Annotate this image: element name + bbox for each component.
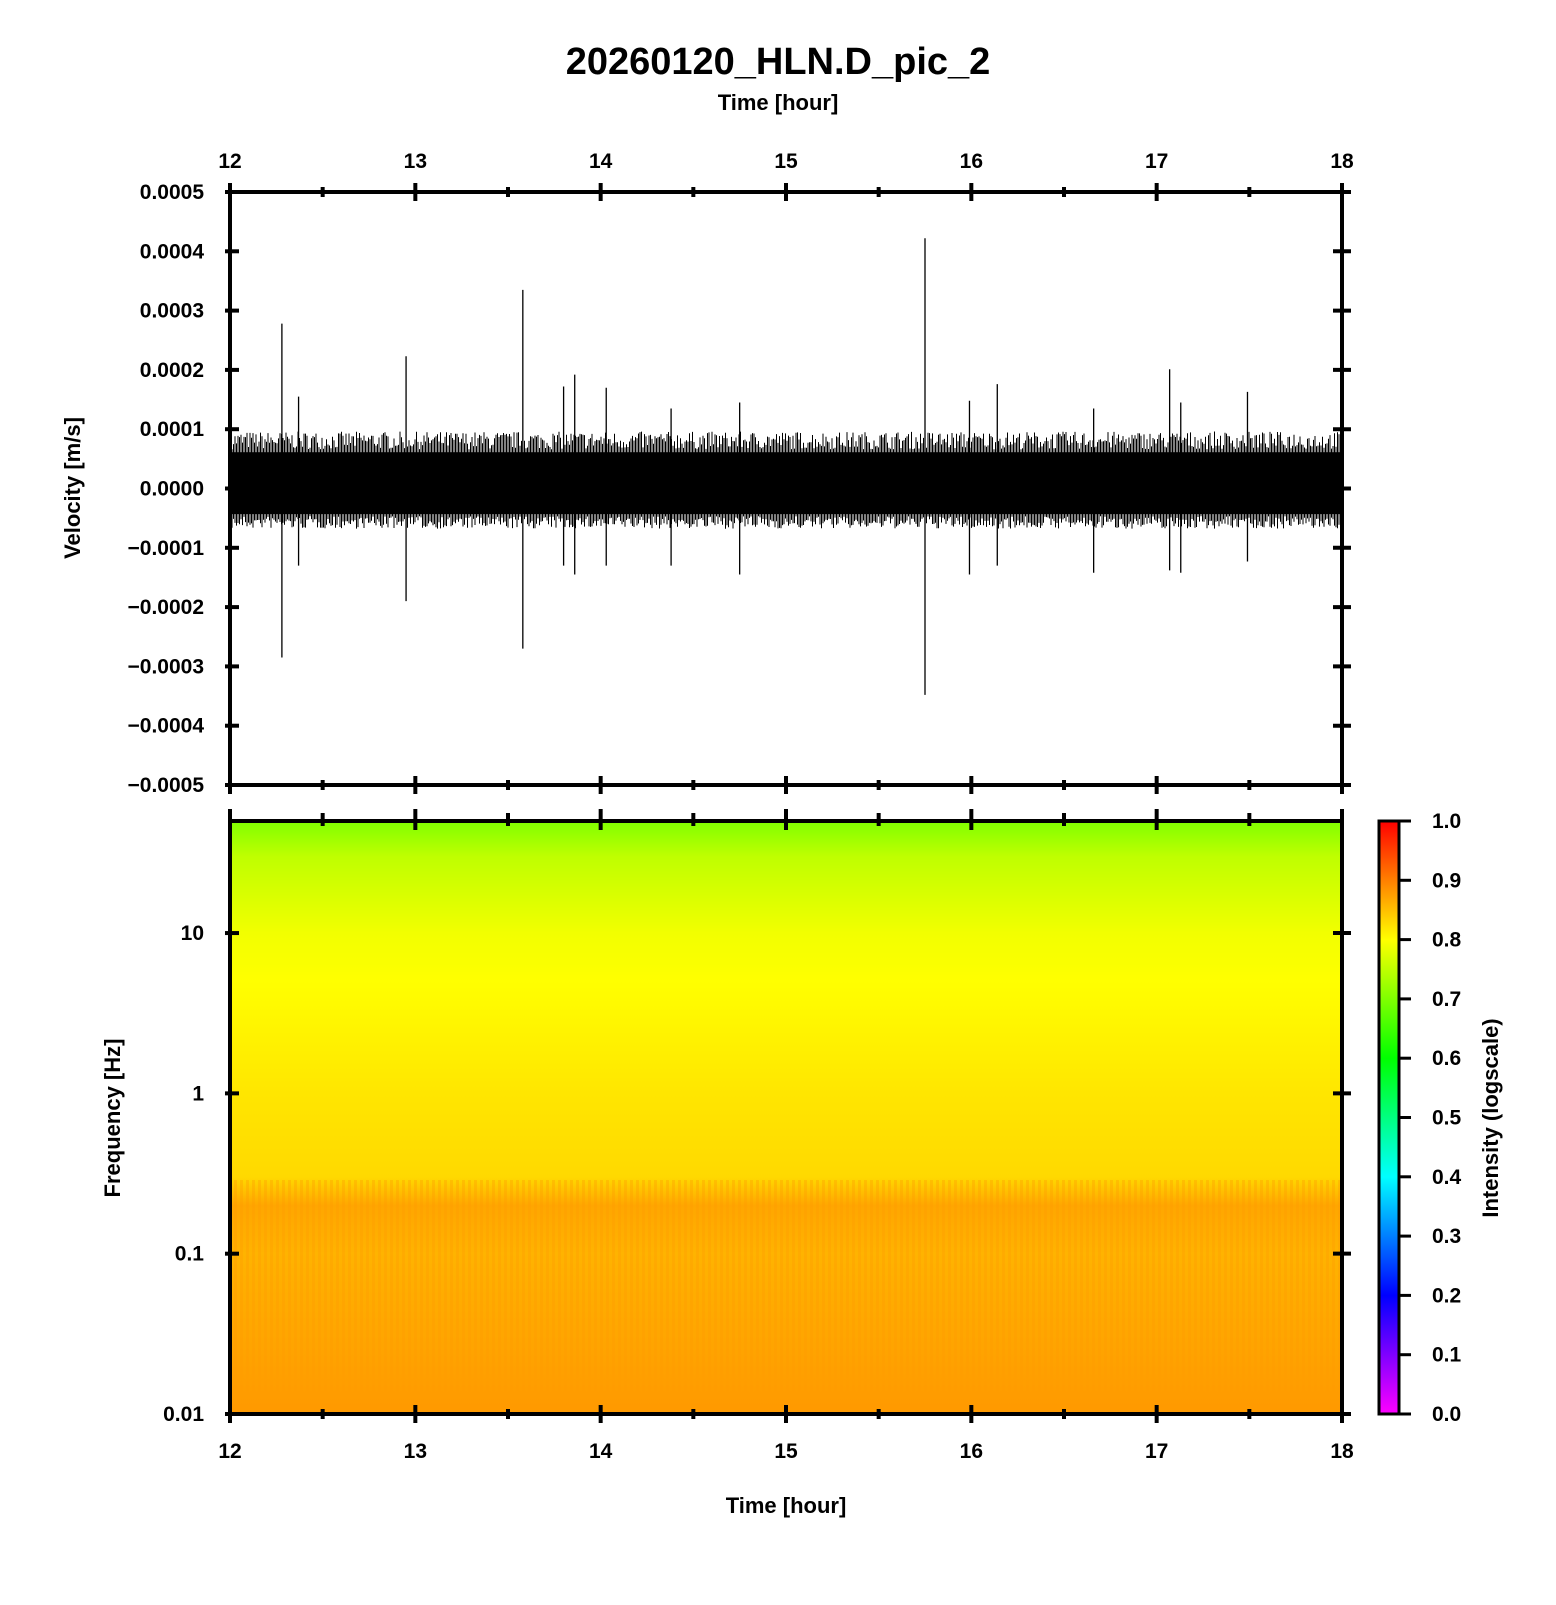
top-x-tick-label: 16 xyxy=(960,150,983,173)
waveform-y-tick-label: −0.0005 xyxy=(128,774,205,797)
top-x-axis-label: Time [hour] xyxy=(718,90,839,115)
waveform-panel: 12 13 14 15 16 17 18 0.0005 0.0004 0.0003 0.0002 0.… xyxy=(60,150,1354,797)
waveform-y-tick-label: 0.0003 xyxy=(140,300,204,323)
spectrogram-texture xyxy=(230,1180,1342,1414)
bottom-x-tick-label: 15 xyxy=(774,1440,798,1463)
colorbar-tick-label: 1.0 xyxy=(1432,810,1461,833)
top-x-tick-label: 14 xyxy=(589,150,613,173)
waveform-y-tick-label: −0.0002 xyxy=(128,596,205,619)
top-x-tick-label: 17 xyxy=(1145,150,1168,173)
waveform-ticks: 12 13 14 15 16 17 18 0.0005 0.0004 0.0003 0.0002 0.… xyxy=(128,150,1354,797)
noise-band-fringe xyxy=(231,431,1340,529)
colorbar-tick-label: 0.3 xyxy=(1432,1225,1461,1248)
top-x-tick-label: 18 xyxy=(1330,150,1354,173)
colorbar-label: Intensity (logscale) xyxy=(1478,1018,1503,1217)
colorbar-tick-label: 0.7 xyxy=(1432,988,1461,1011)
waveform-y-tick-label: −0.0003 xyxy=(128,655,205,678)
waveform-y-tick-label: 0.0004 xyxy=(140,240,205,263)
top-x-tick-label: 12 xyxy=(218,150,241,173)
colorbar-tick-label: 0.6 xyxy=(1432,1047,1461,1070)
colorbar-tick-label: 0.2 xyxy=(1432,1284,1461,1307)
waveform-y-tick-label: 0.0002 xyxy=(140,359,204,382)
bottom-x-axis-label: Time [hour] xyxy=(726,1493,847,1518)
waveform-trace xyxy=(231,238,1340,695)
spectrogram-y-tick-label: 0.01 xyxy=(163,1403,204,1426)
spectrogram-y-axis-label: Frequency [Hz] xyxy=(100,1039,125,1198)
bottom-x-tick-label: 18 xyxy=(1330,1440,1354,1463)
figure-title: 20260120_HLN.D_pic_2 xyxy=(566,41,991,83)
waveform-y-axis-label: Velocity [m/s] xyxy=(60,417,85,559)
waveform-y-tick-label: −0.0004 xyxy=(128,715,205,738)
top-x-tick-label: 15 xyxy=(774,150,798,173)
spectrogram-y-tick-label: 0.1 xyxy=(175,1243,205,1266)
waveform-y-tick-label: 0.0000 xyxy=(140,478,204,501)
bottom-x-tick-label: 13 xyxy=(404,1440,427,1463)
bottom-x-tick-label: 14 xyxy=(589,1440,613,1463)
colorbar-tick-label: 0.8 xyxy=(1432,929,1462,952)
spectrogram-y-tick-label: 10 xyxy=(181,922,204,945)
spectrogram-ticks: 12 13 14 15 16 17 18 10 1 0.1 0.01 xyxy=(163,809,1354,1463)
bottom-x-tick-label: 16 xyxy=(960,1440,983,1463)
colorbar-tick-label: 0.4 xyxy=(1432,1166,1462,1189)
waveform-y-tick-label: 0.0001 xyxy=(140,418,205,441)
colorbar-tick-label: 0.0 xyxy=(1432,1403,1461,1426)
bottom-x-tick-label: 12 xyxy=(218,1440,241,1463)
spectrogram-y-tick-label: 1 xyxy=(192,1082,204,1105)
bottom-x-tick-label: 17 xyxy=(1145,1440,1168,1463)
colorbar-tick-label: 0.1 xyxy=(1432,1344,1462,1367)
waveform-y-tick-label: −0.0001 xyxy=(128,537,205,560)
colorbar-tick-label: 0.5 xyxy=(1432,1107,1462,1130)
colorbar-tick-label: 0.9 xyxy=(1432,869,1461,892)
colorbar-gradient xyxy=(1377,819,1401,1416)
colorbar-ticks: 1.0 0.9 0.8 0.7 0.6 0.5 0.4 0.3 0.2 0.1 0.0 xyxy=(1399,810,1462,1426)
waveform-y-tick-label: 0.0005 xyxy=(140,181,205,204)
colorbar: 1.0 0.9 0.8 0.7 0.6 0.5 0.4 0.3 0.2 0.1 0.0 Intens… xyxy=(1377,810,1503,1426)
top-x-tick-label: 13 xyxy=(404,150,427,173)
